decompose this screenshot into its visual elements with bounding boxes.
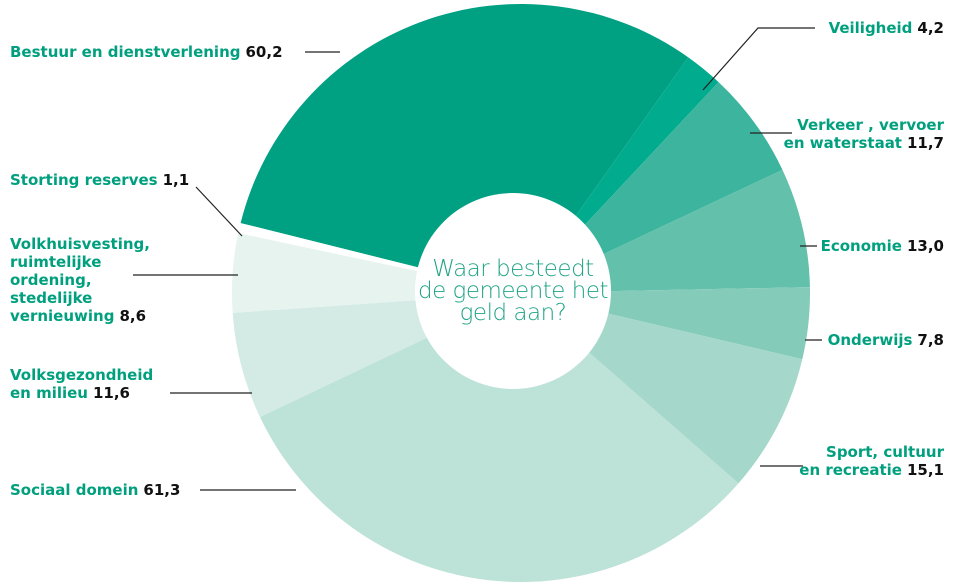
category-name: Sociaal domein <box>10 481 139 499</box>
slice <box>240 4 689 293</box>
category-name: Onderwijs <box>827 331 913 349</box>
value-label: 61,3 <box>143 481 181 499</box>
slice-label: Onderwijs 7,8 <box>828 331 944 349</box>
category-name: Sport, cultuur en recreatie <box>799 443 944 479</box>
category-name: Storting reserves <box>10 171 158 189</box>
slice-label: Volksgezondheid en milieu 11,6 <box>10 366 153 402</box>
value-label: 11,6 <box>92 384 130 402</box>
slice-label: Sociaal domein 61,3 <box>10 481 180 499</box>
leader-line <box>702 27 815 91</box>
slice-label: Storting reserves 1,1 <box>10 171 189 189</box>
category-name: Verkeer , vervoer en waterstaat <box>783 116 944 152</box>
slice-label: Veiligheid 4,2 <box>829 19 944 37</box>
slice-label: Economie 13,0 <box>821 237 944 255</box>
value-label: 13,0 <box>906 237 944 255</box>
value-label: 8,6 <box>119 307 147 325</box>
slice-label: Volkhuisvesting, ruimtelijke ordening, s… <box>10 235 150 325</box>
value-label: 11,7 <box>906 134 944 152</box>
category-name: Economie <box>820 237 902 255</box>
category-name: Bestuur en dienstverlening <box>10 43 241 61</box>
value-label: 7,8 <box>917 331 944 349</box>
value-label: 1,1 <box>162 171 190 189</box>
category-name: Volkhuisvesting, ruimtelijke ordening, s… <box>10 235 150 325</box>
value-label: 4,2 <box>917 19 944 37</box>
slice-label: Sport, cultuur en recreatie 15,1 <box>799 443 944 479</box>
leader-line <box>195 186 243 237</box>
category-name: Volksgezondheid en milieu <box>10 366 154 402</box>
category-name: Veiligheid <box>828 19 913 37</box>
value-label: 15,1 <box>906 461 944 479</box>
value-label: 60,2 <box>245 43 283 61</box>
donut-hole <box>415 193 611 389</box>
slice-label: Verkeer , vervoer en waterstaat 11,7 <box>784 116 944 152</box>
slice <box>259 293 739 583</box>
slice-label: Bestuur en dienstverlening 60,2 <box>10 43 283 61</box>
center-text: Waar besteedt de gemeente het geld aan? <box>417 256 609 326</box>
